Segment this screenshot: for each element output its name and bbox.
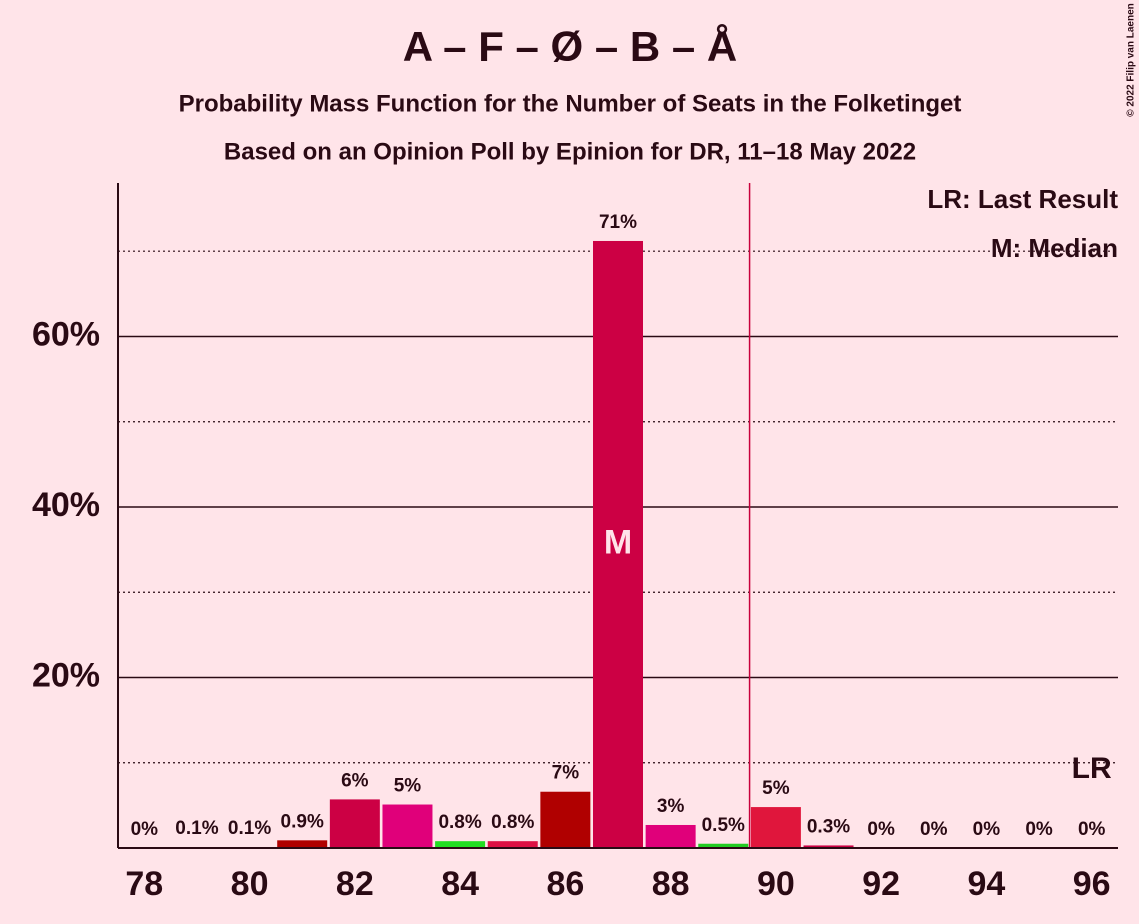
bar xyxy=(277,840,328,848)
x-tick-label: 90 xyxy=(757,865,795,903)
bar xyxy=(487,841,538,848)
value-label: 0.1% xyxy=(228,818,271,839)
value-label: 0% xyxy=(1025,819,1053,840)
x-tick-label: 80 xyxy=(231,865,269,903)
value-label: 0.1% xyxy=(175,818,218,839)
x-tick-label: 86 xyxy=(546,865,584,903)
value-label: 7% xyxy=(552,763,580,784)
value-label: 0% xyxy=(920,819,948,840)
x-tick-label: 88 xyxy=(652,865,690,903)
value-label: 0.3% xyxy=(807,816,850,837)
y-tick-label: 60% xyxy=(32,315,100,353)
bar xyxy=(435,841,486,848)
value-label: 0% xyxy=(867,819,895,840)
value-label: 0.9% xyxy=(281,811,324,832)
value-label: 5% xyxy=(762,778,790,799)
chart-subtitle: Probability Mass Function for the Number… xyxy=(179,90,962,117)
x-tick-label: 84 xyxy=(441,865,479,903)
median-marker: M xyxy=(604,523,632,561)
x-tick-label: 94 xyxy=(968,865,1006,903)
chart-title: A – F – Ø – B – Å xyxy=(403,23,738,70)
y-tick-label: 40% xyxy=(32,486,100,524)
value-label: 0.5% xyxy=(702,815,745,836)
bar xyxy=(593,240,643,848)
value-label: 0% xyxy=(973,819,1001,840)
chart-subtitle: Based on an Opinion Poll by Epinion for … xyxy=(224,138,916,165)
bar xyxy=(382,804,433,848)
bar xyxy=(645,824,696,848)
legend-entry: M: Median xyxy=(991,233,1118,263)
value-label: 0.8% xyxy=(438,812,481,833)
legend-entry: LR: Last Result xyxy=(927,184,1118,214)
bar xyxy=(803,845,854,848)
bar xyxy=(698,843,749,848)
x-tick-label: 82 xyxy=(336,865,374,903)
bar xyxy=(329,799,380,848)
y-tick-label: 20% xyxy=(32,656,100,694)
value-label: 6% xyxy=(341,770,369,791)
value-label: 0% xyxy=(1078,819,1106,840)
value-label: 0.8% xyxy=(491,812,534,833)
value-label: 71% xyxy=(599,212,637,233)
last-result-label: LR xyxy=(1072,752,1112,785)
value-label: 5% xyxy=(394,776,422,797)
value-label: 3% xyxy=(657,796,685,817)
value-label: 0% xyxy=(131,819,159,840)
bar xyxy=(540,791,591,848)
x-tick-label: 78 xyxy=(125,865,163,903)
x-tick-label: 92 xyxy=(862,865,900,903)
x-tick-label: 96 xyxy=(1073,865,1111,903)
copyright: © 2022 Filip van Laenen xyxy=(1126,3,1137,117)
bar xyxy=(750,807,801,848)
